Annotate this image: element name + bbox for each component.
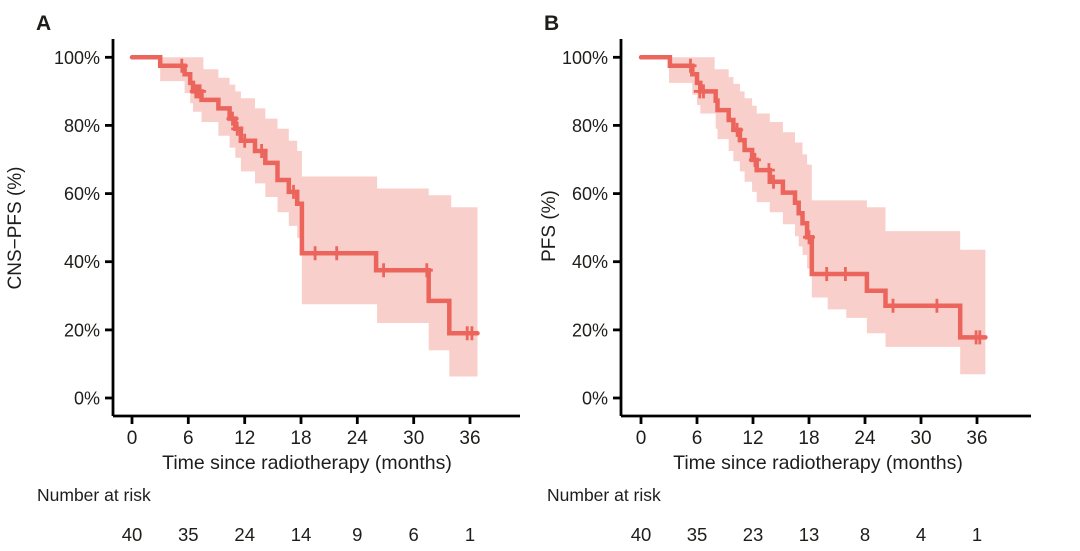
censor-mark xyxy=(420,263,433,278)
y-tick-label: 0% xyxy=(74,389,100,409)
y-tick-label: 80% xyxy=(572,116,608,136)
censor-mark xyxy=(226,111,239,126)
risk-count: 35 xyxy=(687,524,708,545)
risk-count: 9 xyxy=(352,524,362,545)
censor-mark xyxy=(930,298,943,313)
panel-a: 0% 20% 40% 60% 80% 100% 0 6 12 18 24 30 36 Time since… xyxy=(5,12,520,545)
panel-b: 0% 20% 40% 60% 80% 100% 0 6 12 18 24 30 36 Time since… xyxy=(540,0,1080,551)
x-tick-label: 36 xyxy=(459,428,480,449)
risk-table-label: Number at risk xyxy=(37,485,151,505)
y-tick-label: 60% xyxy=(572,184,608,204)
censor-mark xyxy=(309,246,322,261)
x-tick-label: 6 xyxy=(183,428,194,449)
panel-letter: B xyxy=(544,12,559,35)
risk-count: 4 xyxy=(916,524,926,545)
risk-count: 8 xyxy=(860,524,870,545)
censor-mark xyxy=(377,263,390,278)
x-tick-label: 12 xyxy=(234,428,255,449)
x-tick-label: 18 xyxy=(290,428,311,449)
censor-mark xyxy=(175,58,188,73)
censor-mark xyxy=(887,298,899,313)
y-axis-title: CNS−PFS (%) xyxy=(5,167,26,290)
y-tick-label: 40% xyxy=(64,252,100,272)
y-tick-label: 100% xyxy=(562,48,608,68)
risk-table-label: Number at risk xyxy=(547,485,661,505)
y-tick-label: 100% xyxy=(54,48,100,68)
x-tick-label: 18 xyxy=(798,428,819,449)
censor-mark xyxy=(820,267,833,281)
censor-mark xyxy=(231,121,244,136)
censor-mark xyxy=(767,174,780,189)
censor-mark xyxy=(973,330,986,345)
censor-mark xyxy=(697,84,710,99)
confidence-band xyxy=(669,57,986,375)
censor-mark xyxy=(748,152,761,167)
risk-count: 35 xyxy=(178,524,199,545)
censor-mark xyxy=(762,163,775,178)
y-tick-label: 20% xyxy=(572,320,608,340)
x-tick-label: 24 xyxy=(347,428,369,449)
y-tick-label: 60% xyxy=(64,184,100,204)
censor-mark xyxy=(330,246,343,261)
x-tick-label: 36 xyxy=(966,428,987,449)
censor-mark xyxy=(287,184,300,199)
censor-mark xyxy=(465,326,478,341)
confidence-band xyxy=(160,57,478,377)
risk-count: 1 xyxy=(465,524,475,545)
panel-a-chart: 0% 20% 40% 60% 80% 100% 0 6 12 18 24 30 36 Time since… xyxy=(5,12,520,545)
risk-count: 40 xyxy=(631,524,652,545)
censor-mark xyxy=(194,84,207,99)
risk-count: 6 xyxy=(409,524,419,545)
x-tick-label: 0 xyxy=(127,428,138,449)
panel-letter: A xyxy=(36,12,51,35)
x-axis-title: Time since radiotherapy (months) xyxy=(673,452,963,474)
censor-mark xyxy=(255,144,268,158)
censor-mark xyxy=(839,267,852,281)
censor-mark xyxy=(238,133,251,148)
x-axis-title: Time since radiotherapy (months) xyxy=(162,452,452,474)
censor-mark xyxy=(731,122,744,137)
y-tick-label: 40% xyxy=(572,252,608,272)
y-axis-title: PFS (%) xyxy=(540,190,560,262)
risk-count: 13 xyxy=(799,524,820,545)
x-tick-label: 12 xyxy=(742,428,763,449)
risk-count: 40 xyxy=(122,524,143,545)
x-tick-label: 24 xyxy=(854,428,876,449)
x-tick-label: 30 xyxy=(910,428,931,449)
y-tick-label: 80% xyxy=(64,116,100,136)
censor-mark xyxy=(684,58,697,73)
x-tick-label: 0 xyxy=(636,428,647,449)
censor-mark xyxy=(803,230,815,245)
y-tick-label: 0% xyxy=(582,389,608,409)
risk-count: 1 xyxy=(972,524,982,545)
risk-count: 14 xyxy=(291,524,312,545)
risk-count: 24 xyxy=(234,524,255,545)
y-tick-label: 20% xyxy=(64,320,100,340)
risk-count: 23 xyxy=(743,524,764,545)
x-tick-label: 30 xyxy=(403,428,424,449)
x-tick-label: 6 xyxy=(692,428,703,449)
